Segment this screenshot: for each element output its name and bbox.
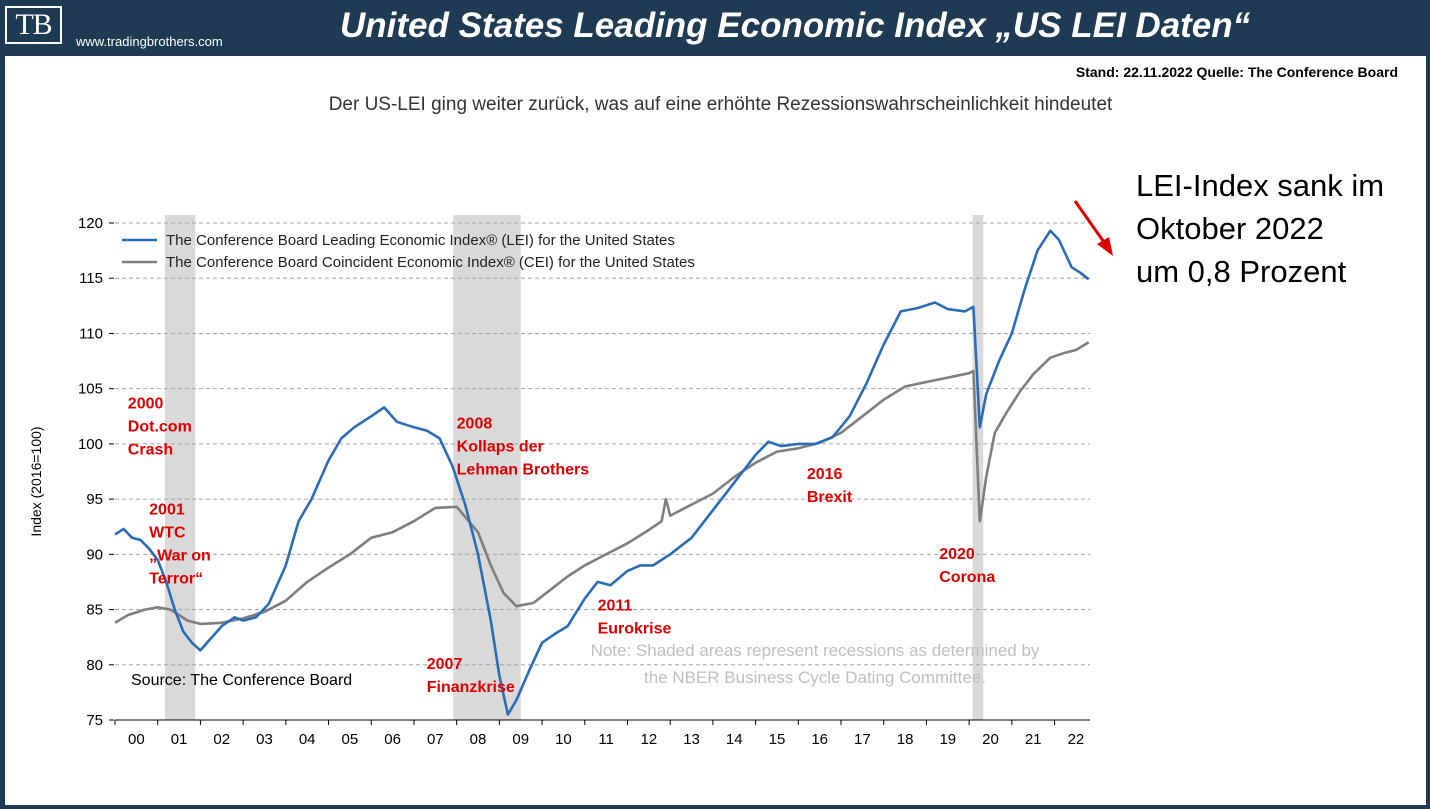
event-annotation-line: Lehman Brothers [457,461,590,478]
event-annotation-line: 2007 [427,656,463,673]
event-annotation: 2008 Kollaps der Lehman Brothers [457,415,590,478]
callout-line: Oktober 2022 [1136,211,1324,246]
x-tick-label: 19 [939,731,956,748]
legend-label-cei: The Conference Board Coincident Economic… [166,254,695,271]
arrow-icon [1073,200,1108,246]
callout-line: LEI-Index sank im [1136,168,1385,203]
event-annotation-line: 2000 [128,396,164,413]
event-annotation-line: 2020 [939,546,975,563]
x-tick-label: 07 [427,731,444,748]
y-tick-label: 105 [78,381,103,398]
series-line-lei [114,229,1090,716]
y-tick-label: 100 [78,436,103,453]
event-annotation: 2007 Finanzkrise [427,656,515,696]
y-tick-label: 90 [86,546,103,563]
logo: TB [5,6,62,44]
callout-text: LEI-Index sank im Oktober 2022 um 0,8 Pr… [1136,164,1416,293]
event-annotation-line: Crash [128,442,173,459]
event-annotation: 2020 Corona [939,546,995,586]
x-tick-label: 12 [640,731,657,748]
source-label: Source: The Conference Board [131,672,352,689]
event-annotation: 2011 Eurokrise [598,598,672,638]
chart-panel: Stand: 22.11.2022 Quelle: The Conference… [5,56,1426,805]
event-annotation-line: Dot.com [128,419,192,436]
arrow-head-icon [1097,237,1113,256]
recession-note: the NBER Business Cycle Dating Committee… [644,668,986,687]
y-tick-label: 75 [86,712,103,729]
event-annotation-line: Brexit [807,489,853,506]
y-tick-label: 95 [86,491,103,508]
x-tick-label: 08 [470,731,487,748]
x-tick-label: 01 [171,731,188,748]
recession-band [453,215,521,720]
series-line-cei [114,341,1090,626]
x-tick-label: 00 [128,731,145,748]
event-annotation-line: 2001 [149,502,185,519]
y-axis-label: Index (2016=100) [28,426,44,536]
x-tick-label: 09 [512,731,529,748]
x-tick-label: 15 [769,731,786,748]
event-annotation: 2016 Brexit [807,466,853,506]
y-tick-label: 110 [79,325,103,342]
x-tick-label: 10 [555,731,572,748]
chart-subtitle: Der US-LEI ging weiter zurück, was auf e… [328,94,1113,115]
event-annotation-line: 2008 [457,415,493,432]
x-tick-label: 03 [256,731,273,748]
x-tick-label: 14 [726,731,743,748]
x-tick-label: 21 [1025,731,1042,748]
page-title: United States Leading Economic Index „US… [340,6,1251,45]
x-tick-label: 18 [897,731,914,748]
y-tick-label: 120 [78,215,103,232]
event-annotation-line: Finanzkrise [427,679,515,696]
y-tick-label: 80 [86,657,103,674]
event-annotation-line: Kollaps der [457,438,544,455]
callout-line: um 0,8 Prozent [1136,254,1347,289]
x-tick-label: 04 [299,731,316,748]
event-annotation-line: „War on [149,548,211,565]
x-tick-label: 22 [1068,731,1085,748]
event-annotation-line: 2011 [598,598,633,615]
y-tick-label: 115 [79,270,103,287]
x-tick-label: 02 [213,731,230,748]
event-annotation: 2000 Dot.com Crash [128,396,192,459]
x-tick-label: 13 [683,731,700,748]
line-chart: 75 80 85 90 95 100 105 110 115 120 00 01 02 03 04 05 06 0… [28,200,1113,748]
logo-url[interactable]: www.tradingbrothers.com [76,34,223,49]
x-tick-label: 05 [342,731,359,748]
x-tick-label: 06 [384,731,401,748]
recession-band [164,215,196,720]
event-annotation-line: Eurokrise [598,621,672,638]
y-tick-label: 85 [86,602,103,619]
x-tick-label: 20 [982,731,999,748]
event-annotation-line: Terror“ [149,571,203,588]
x-tick-label: 11 [598,731,614,748]
recession-note: Note: Shaded areas represent recessions … [591,641,1040,660]
event-annotation: 2001 WTC „War on Terror“ [149,502,211,588]
x-tick-label: 16 [811,731,828,748]
x-tick-label: 17 [854,731,871,748]
header-bar: TB www.tradingbrothers.com United States… [0,0,1430,56]
event-annotation-line: Corona [939,569,995,586]
event-annotation-line: 2016 [807,466,843,483]
stand-source-text: Stand: 22.11.2022 Quelle: The Conference… [1075,64,1398,80]
legend-label-lei: The Conference Board Leading Economic In… [166,232,675,249]
event-annotation-line: WTC [149,525,186,542]
